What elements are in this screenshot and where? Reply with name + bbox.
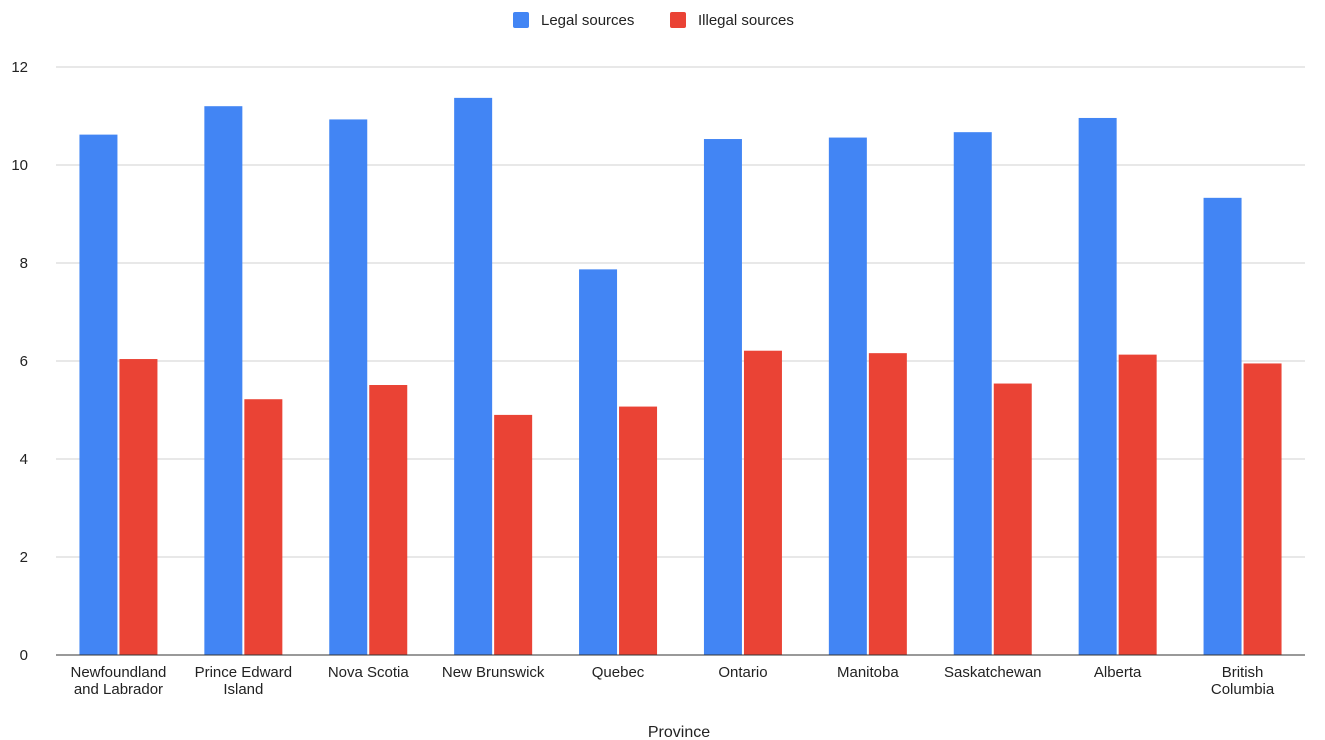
x-tick-label: Newfoundland bbox=[70, 664, 166, 681]
bars bbox=[79, 97, 1282, 656]
bar-illegal-sources bbox=[494, 414, 533, 655]
y-tick-label: 2 bbox=[20, 549, 28, 566]
bar-illegal-sources bbox=[369, 385, 408, 655]
bar-illegal-sources bbox=[743, 350, 782, 655]
bar-legal-sources bbox=[329, 119, 368, 656]
x-tick-label: Island bbox=[223, 681, 263, 698]
bar-legal-sources bbox=[703, 139, 742, 655]
bar-illegal-sources bbox=[1243, 363, 1282, 655]
legend-swatch bbox=[670, 12, 686, 28]
bar-illegal-sources bbox=[619, 406, 658, 655]
bar-legal-sources bbox=[79, 134, 118, 655]
x-tick-label: Manitoba bbox=[837, 664, 899, 681]
bar-legal-sources bbox=[828, 137, 867, 655]
y-tick-label: 4 bbox=[20, 451, 28, 468]
x-tick-label: Nova Scotia bbox=[328, 664, 410, 681]
legend-label: Legal sources bbox=[541, 12, 634, 29]
x-tick-label: and Labrador bbox=[74, 681, 163, 698]
bar-illegal-sources bbox=[1118, 354, 1157, 655]
bar-legal-sources bbox=[454, 97, 493, 656]
bar-illegal-sources bbox=[993, 383, 1032, 655]
y-tick-label: 6 bbox=[20, 353, 28, 370]
bar-legal-sources bbox=[204, 106, 243, 655]
bar-legal-sources bbox=[1078, 117, 1117, 655]
legend: Legal sources Illegal sources bbox=[513, 12, 794, 29]
x-tick-label: Prince Edward bbox=[195, 664, 293, 681]
bar-legal-sources bbox=[579, 269, 618, 655]
bar-illegal-sources bbox=[244, 399, 283, 655]
bar-illegal-sources bbox=[868, 353, 907, 655]
bar-legal-sources bbox=[1203, 197, 1242, 655]
y-tick-label: 0 bbox=[20, 647, 28, 664]
x-tick-label: Columbia bbox=[1211, 681, 1275, 698]
y-tick-label: 8 bbox=[20, 255, 28, 272]
x-tick-label: Quebec bbox=[592, 664, 645, 681]
legend-swatch bbox=[513, 12, 529, 28]
y-tick-label: 12 bbox=[11, 59, 28, 76]
x-tick-label: British bbox=[1222, 664, 1264, 681]
x-tick-label: New Brunswick bbox=[442, 664, 545, 681]
x-tick-label: Alberta bbox=[1094, 664, 1142, 681]
x-tick-label: Ontario bbox=[718, 664, 767, 681]
x-tick-label: Saskatchewan bbox=[944, 664, 1042, 681]
gridlines bbox=[56, 66, 1305, 558]
y-tick-label: 10 bbox=[11, 157, 28, 174]
y-axis-ticks: 0 2 4 6 8 10 12 bbox=[11, 59, 28, 664]
bar-illegal-sources bbox=[119, 359, 158, 655]
legend-label: Illegal sources bbox=[698, 12, 794, 29]
x-axis-title: Province bbox=[648, 724, 710, 740]
bar-legal-sources bbox=[953, 132, 992, 656]
